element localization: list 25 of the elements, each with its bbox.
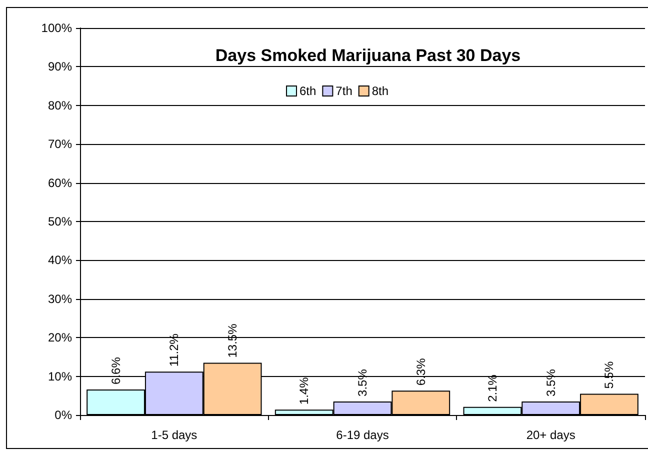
- x-tick-label: 6-19 days: [336, 428, 389, 442]
- x-tick-label: 1-5 days: [151, 428, 198, 442]
- data-label: 2.1%: [485, 374, 500, 402]
- y-tick-label: 70%: [48, 137, 72, 152]
- y-tick-label: 50%: [48, 214, 72, 228]
- data-label: 1.4%: [297, 376, 312, 405]
- y-tick-label: 20%: [48, 330, 72, 345]
- x-tick-label: 20+ days: [526, 428, 576, 442]
- y-tick-label: 0%: [54, 408, 72, 422]
- legend-label: 8th: [372, 84, 389, 98]
- legend-label: 6th: [300, 84, 316, 98]
- y-tick-label: 60%: [48, 176, 72, 190]
- data-label: 6.6%: [108, 356, 123, 384]
- y-tick-label: 80%: [48, 98, 72, 112]
- y-tick-label: 40%: [48, 253, 72, 268]
- text: Days Smoked Marijuana Past 30 Days: [215, 46, 521, 65]
- data-label: 6.3%: [414, 358, 428, 386]
- data-label: 5.5%: [602, 361, 616, 389]
- data-label: 11.2%: [167, 333, 182, 367]
- y-tick-label: 30%: [48, 292, 72, 306]
- data-label: 13.5%: [226, 323, 240, 358]
- y-tick-label: 90%: [48, 60, 72, 74]
- y-tick-label: 10%: [48, 369, 72, 384]
- y-tick-label: 100%: [41, 21, 72, 35]
- legend-label: 7th: [336, 84, 352, 98]
